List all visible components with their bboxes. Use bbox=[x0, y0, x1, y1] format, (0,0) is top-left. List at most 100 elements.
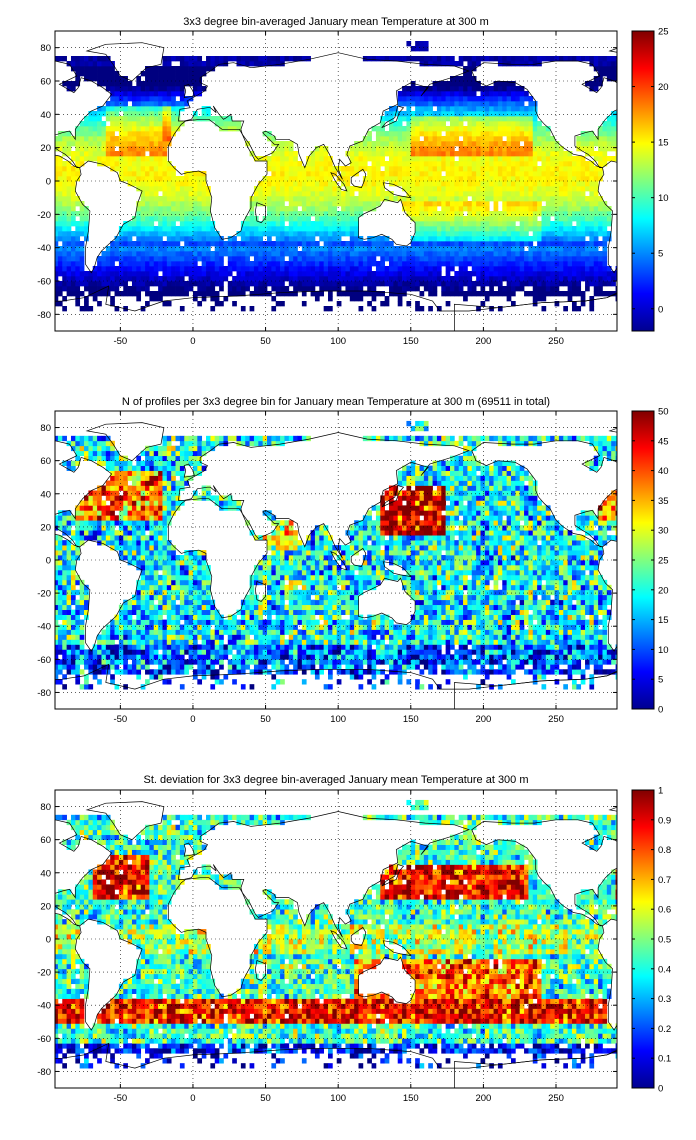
heatmap-cell bbox=[55, 664, 59, 670]
heatmap-cell bbox=[415, 191, 420, 197]
heatmap-cell bbox=[127, 136, 133, 142]
heatmap-cell bbox=[188, 81, 194, 87]
heatmap-cell bbox=[84, 584, 89, 591]
heatmap-cell bbox=[145, 161, 150, 167]
heatmap-cell bbox=[271, 161, 277, 167]
heatmap-cell bbox=[489, 276, 494, 282]
heatmap-cell bbox=[240, 226, 246, 232]
heatmap-cell bbox=[131, 136, 137, 142]
heatmap-cell bbox=[362, 141, 368, 147]
heatmap-cell bbox=[332, 286, 338, 292]
heatmap-cell bbox=[410, 186, 416, 192]
heatmap-cell bbox=[105, 455, 111, 462]
heatmap-cell bbox=[75, 644, 81, 650]
heatmap-cell bbox=[484, 116, 490, 122]
heatmap-cell bbox=[118, 291, 124, 297]
heatmap-cell bbox=[123, 176, 128, 182]
heatmap-cell bbox=[236, 126, 242, 132]
heatmap-cell bbox=[62, 206, 67, 212]
heatmap-cell bbox=[402, 171, 407, 177]
heatmap-cell bbox=[550, 236, 555, 242]
heatmap-cell bbox=[140, 151, 146, 157]
heatmap-cell bbox=[275, 61, 281, 67]
heatmap-cell bbox=[206, 201, 211, 207]
heatmap-cell bbox=[567, 211, 573, 217]
heatmap-cell bbox=[66, 594, 72, 601]
heatmap-cell bbox=[57, 286, 63, 292]
heatmap-cell bbox=[136, 256, 142, 262]
heatmap-cell bbox=[166, 81, 172, 87]
heatmap-cell bbox=[114, 86, 120, 92]
heatmap-cell bbox=[70, 136, 76, 142]
heatmap-cell bbox=[258, 241, 264, 247]
heatmap-cell bbox=[519, 96, 525, 102]
heatmap-cell bbox=[450, 146, 455, 152]
heatmap-cell bbox=[262, 131, 268, 137]
heatmap-cell bbox=[550, 291, 555, 297]
heatmap-cell bbox=[489, 146, 494, 152]
heatmap-cell bbox=[432, 56, 438, 62]
heatmap-cell bbox=[127, 241, 133, 247]
heatmap-cell bbox=[524, 196, 529, 202]
heatmap-cell bbox=[349, 196, 355, 202]
heatmap-cell bbox=[136, 241, 142, 247]
heatmap-cell bbox=[249, 246, 255, 252]
heatmap-cell bbox=[105, 540, 111, 546]
heatmap-cell bbox=[97, 510, 102, 516]
heatmap-cell bbox=[580, 226, 586, 232]
heatmap-cell bbox=[110, 126, 115, 132]
heatmap-cell bbox=[280, 186, 285, 192]
heatmap-cell bbox=[92, 530, 98, 536]
heatmap-cell bbox=[288, 241, 294, 247]
heatmap-cell bbox=[55, 231, 59, 237]
heatmap-cell bbox=[585, 206, 590, 212]
heatmap-cell bbox=[184, 181, 189, 187]
heatmap-cell bbox=[158, 181, 163, 187]
heatmap-cell bbox=[519, 266, 525, 272]
heatmap-cell bbox=[110, 450, 115, 457]
heatmap-cell bbox=[145, 216, 150, 222]
heatmap-cell bbox=[554, 251, 560, 257]
heatmap-cell bbox=[66, 211, 72, 217]
heatmap-cell bbox=[271, 286, 277, 292]
heatmap-cell bbox=[598, 126, 603, 132]
heatmap-cell bbox=[336, 266, 342, 272]
heatmap-cell bbox=[410, 136, 416, 142]
heatmap-cell bbox=[558, 201, 564, 207]
heatmap-cell bbox=[615, 156, 617, 162]
heatmap-cell bbox=[345, 181, 351, 187]
heatmap-cell bbox=[92, 291, 98, 297]
heatmap-cell bbox=[423, 111, 429, 117]
heatmap-cell bbox=[528, 96, 534, 102]
heatmap-cell bbox=[589, 201, 595, 207]
heatmap-cell bbox=[227, 246, 233, 252]
heatmap-cell bbox=[101, 490, 107, 496]
heatmap-cell bbox=[197, 56, 203, 62]
heatmap-cell bbox=[284, 231, 290, 237]
heatmap-cell bbox=[389, 161, 394, 167]
heatmap-cell bbox=[171, 206, 176, 212]
heatmap-cell bbox=[258, 291, 264, 297]
heatmap-cell bbox=[493, 116, 499, 122]
heatmap-cell bbox=[310, 171, 316, 177]
heatmap-cell bbox=[402, 91, 407, 97]
heatmap-cell bbox=[497, 246, 503, 252]
heatmap-cell bbox=[393, 251, 399, 257]
heatmap-cell bbox=[593, 141, 599, 147]
heatmap-cell bbox=[166, 301, 172, 307]
heatmap-cell bbox=[319, 146, 325, 152]
heatmap-cell bbox=[97, 141, 102, 147]
heatmap-cell bbox=[502, 251, 507, 257]
heatmap-cell bbox=[249, 271, 255, 277]
heatmap-cell bbox=[166, 211, 172, 217]
heatmap-cell bbox=[567, 216, 573, 222]
heatmap-cell bbox=[406, 121, 412, 127]
heatmap-cell bbox=[545, 236, 551, 242]
heatmap-cell bbox=[280, 191, 285, 197]
heatmap-cell bbox=[545, 161, 551, 167]
heatmap-cell bbox=[406, 171, 412, 177]
heatmap-cell bbox=[184, 256, 189, 262]
heatmap-cell bbox=[84, 76, 89, 82]
heatmap-cell bbox=[75, 505, 81, 511]
grid-lines bbox=[55, 31, 617, 331]
